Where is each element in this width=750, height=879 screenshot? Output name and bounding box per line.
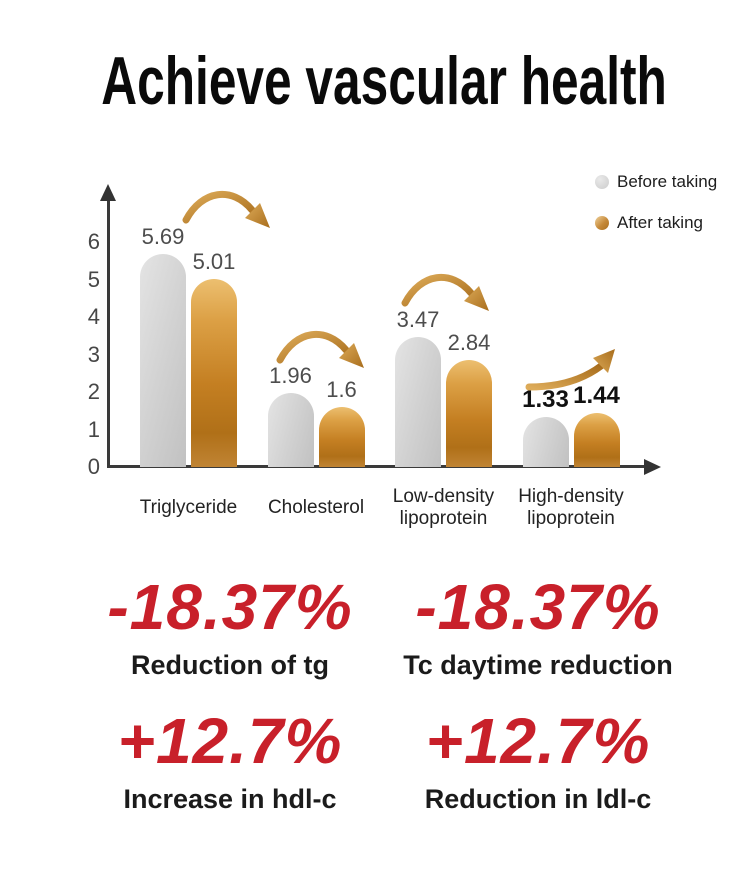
stat-label: Reduction of tg [131, 650, 329, 680]
y-axis-arrow-icon [100, 184, 116, 201]
stat-reduction-in-ldl-c: +12.7% Reduction in ldl-c [378, 704, 698, 815]
stat-label: Reduction in ldl-c [424, 784, 652, 814]
value-label: 1.44 [573, 382, 620, 409]
y-tick-label: 0 [87, 454, 100, 479]
legend-label-after: After taking [617, 213, 703, 232]
after-taking-bar [446, 360, 492, 467]
y-tick-label: 2 [87, 379, 100, 404]
y-tick-label: 4 [87, 304, 100, 329]
trend-down-arrow-icon [401, 265, 493, 332]
value-label: 1.6 [326, 377, 357, 402]
before-swatch-icon [595, 175, 609, 189]
legend-item-before: Before taking [595, 172, 717, 192]
legend-item-after: After taking [595, 213, 703, 233]
x-axis [107, 465, 645, 468]
after-taking-bar [318, 407, 365, 467]
stat-increase-in-hdl-c: +12.7% Increase in hdl-c [70, 704, 390, 815]
category-label: Triglyceride [139, 497, 238, 518]
y-tick-label: 5 [87, 266, 100, 292]
x-axis-arrow-icon [644, 459, 661, 475]
y-tick-label: 6 [87, 229, 100, 254]
value-label: 1.33 [522, 386, 569, 413]
stat-label: Increase in hdl-c [123, 784, 337, 814]
stat-reduction-of-tg: -18.37% Reduction of tg [70, 570, 390, 681]
value-label: 5.01 [192, 249, 236, 274]
category-label: Cholesterol [267, 497, 365, 518]
stat-value: -18.37% [107, 571, 353, 643]
trend-down-arrow-icon [182, 182, 274, 249]
before-taking-bar [140, 254, 186, 467]
stat-label: Tc daytime reduction [403, 650, 673, 680]
page-title: Achieve vascular health [101, 43, 667, 119]
stat-value: -18.37% [415, 571, 661, 643]
legend-label-before: Before taking [617, 172, 718, 191]
value-label: 5.69 [141, 224, 185, 249]
value-label: 2.84 [447, 330, 491, 355]
after-taking-bar [191, 279, 237, 467]
y-tick-label: 1 [87, 416, 100, 442]
stat-tc-daytime-reduction: -18.37% Tc daytime reduction [378, 570, 698, 681]
y-tick-label: 3 [87, 341, 100, 367]
stat-value: +12.7% [117, 705, 343, 777]
category-label: High-density lipoprotein [518, 486, 624, 529]
stat-value: +12.7% [425, 705, 651, 777]
category-label: Low-density lipoprotein [392, 486, 495, 529]
trend-up-arrow-icon [525, 341, 617, 400]
before-taking-bar [395, 337, 441, 467]
trend-down-arrow-icon [276, 322, 368, 389]
value-label: 1.96 [269, 363, 312, 388]
after-taking-bar [573, 413, 620, 467]
before-taking-bar [267, 393, 314, 467]
after-swatch-icon [595, 216, 609, 230]
before-taking-bar [522, 417, 569, 467]
value-label: 3.47 [396, 307, 440, 332]
y-axis [107, 199, 110, 468]
